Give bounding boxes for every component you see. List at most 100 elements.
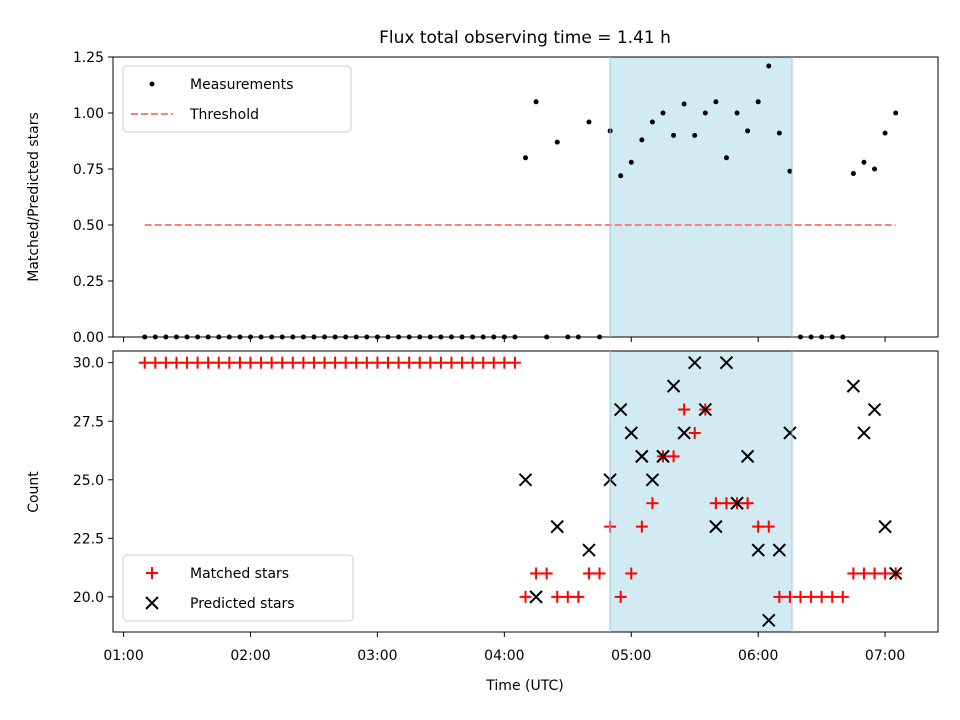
legend-dot-marker: [149, 81, 155, 87]
x-tick-label: 02:00: [230, 648, 270, 664]
matched-star-point: [530, 567, 543, 580]
predicted-star-point: [740, 449, 755, 464]
matched-star-point: [752, 520, 765, 533]
top-y-axis-title: Matched/Predicted stars: [26, 112, 42, 282]
measurement-point: [882, 130, 888, 136]
y-tick-label: 0.25: [73, 274, 104, 290]
matched-star-point: [360, 356, 373, 369]
measurement-point: [523, 155, 528, 161]
predicted-star-point: [857, 426, 871, 440]
measurement-point: [681, 101, 687, 107]
matched-star-point: [805, 590, 818, 603]
y-tick-label: 0.75: [73, 162, 104, 178]
x-tick-label: 03:00: [357, 648, 397, 664]
top-plot-frame: [112, 56, 939, 338]
measurement-point: [554, 139, 560, 145]
measurement-point: [702, 110, 708, 116]
y-tick-label: 20.0: [73, 590, 104, 606]
measurement-point: [787, 168, 793, 174]
y-tick-label: 0.00: [73, 330, 104, 346]
matched-star-point: [477, 356, 490, 369]
y-tick-label: 1.25: [73, 50, 104, 66]
measurement-point: [850, 170, 856, 176]
matched-star-point: [149, 356, 162, 369]
chart-title: Flux total observing time = 1.41 h: [379, 28, 671, 48]
matched-star-point: [593, 567, 606, 580]
measurement-point: [586, 119, 592, 125]
matched-star-point: [794, 590, 807, 603]
matched-star-point: [371, 356, 384, 369]
x-tick-label: 07:00: [865, 648, 905, 664]
matched-star-point: [265, 356, 278, 369]
bottom-y-axis: 20.0 22.5 25.0 27.5 30.0: [73, 356, 113, 606]
measurement-point: [628, 159, 634, 165]
matched-star-point: [413, 356, 426, 369]
measurement-point: [776, 130, 782, 136]
predicted-star-point: [878, 519, 892, 534]
matched-star-point: [233, 356, 246, 369]
predicted-star-point: [677, 426, 691, 440]
matched-star-point: [181, 356, 194, 369]
predicted-star-point: [550, 519, 564, 534]
matched-star-point: [667, 450, 680, 463]
matched-star-point: [572, 590, 585, 603]
measurement-point: [671, 132, 677, 138]
bottom-y-axis-title: Count: [26, 471, 42, 513]
matched-star-point: [456, 356, 469, 369]
predicted-star-point: [688, 356, 702, 370]
measurement-point: [533, 99, 539, 105]
matched-star-point: [741, 497, 754, 510]
measurement-point: [649, 119, 655, 125]
predicted-star-point: [783, 426, 797, 440]
legend-label-matched: Matched stars: [190, 566, 289, 582]
y-tick-label: 1.00: [73, 106, 104, 122]
matched-star-point: [202, 356, 215, 369]
matched-star-point: [582, 567, 595, 580]
predicted-star-point: [624, 426, 638, 440]
x-axis-title: Time (UTC): [485, 678, 563, 694]
matched-star-point: [223, 356, 236, 369]
predicted-star-point: [645, 473, 660, 487]
predicted-star-point: [635, 449, 649, 464]
matched-star-point: [159, 356, 172, 369]
top-panel: 0.00 0.25 0.50 0.75 1.00 1.25 Matched/Predict…: [26, 50, 939, 346]
matched-star-point: [307, 356, 320, 369]
matched-star-point: [138, 356, 151, 369]
x-tick-label: 06:00: [738, 648, 778, 664]
bottom-panel: 20.0 22.5 25.0 27.5 30.0 01:00 02:00 03:00 04:0…: [26, 350, 939, 694]
matched-star-point: [339, 356, 352, 369]
predicted-star-point: [730, 496, 744, 510]
matched-star-point: [720, 497, 733, 510]
y-tick-label: 22.5: [73, 531, 104, 547]
measurement-point: [618, 173, 624, 179]
y-tick-label: 0.50: [73, 218, 104, 234]
predicted-star-point: [529, 590, 543, 604]
legend-label-predicted: Predicted stars: [190, 596, 295, 612]
matched-star-point: [498, 356, 511, 369]
matched-star-point: [614, 590, 627, 603]
measurement-point: [861, 159, 867, 165]
measurement-point: [660, 110, 666, 116]
legend-plus-marker: [146, 567, 158, 579]
top-highlight-span: [610, 57, 793, 337]
y-tick-label: 25.0: [73, 473, 104, 489]
bottom-highlight-span: [610, 351, 793, 632]
legend-label-threshold: Threshold: [189, 107, 259, 123]
matched-star-point: [329, 356, 342, 369]
predicted-star-point: [709, 519, 723, 534]
predicted-star-point: [888, 566, 903, 581]
matched-star-point: [847, 567, 860, 580]
matched-star-point: [815, 590, 828, 603]
matched-star-point: [487, 356, 500, 369]
predicted-star-point: [698, 402, 713, 417]
measurement-point: [766, 63, 772, 69]
matched-star-point: [318, 356, 331, 369]
predicted-star-point: [613, 402, 628, 417]
bottom-x-axis: 01:00 02:00 03:00 04:00 05:00 06:00 07:00: [103, 632, 905, 664]
matched-star-point: [836, 590, 849, 603]
predicted-star-point: [582, 543, 596, 557]
matched-star-point: [762, 520, 775, 533]
predicted-stars-points: [518, 356, 903, 627]
measurement-point: [745, 128, 751, 134]
